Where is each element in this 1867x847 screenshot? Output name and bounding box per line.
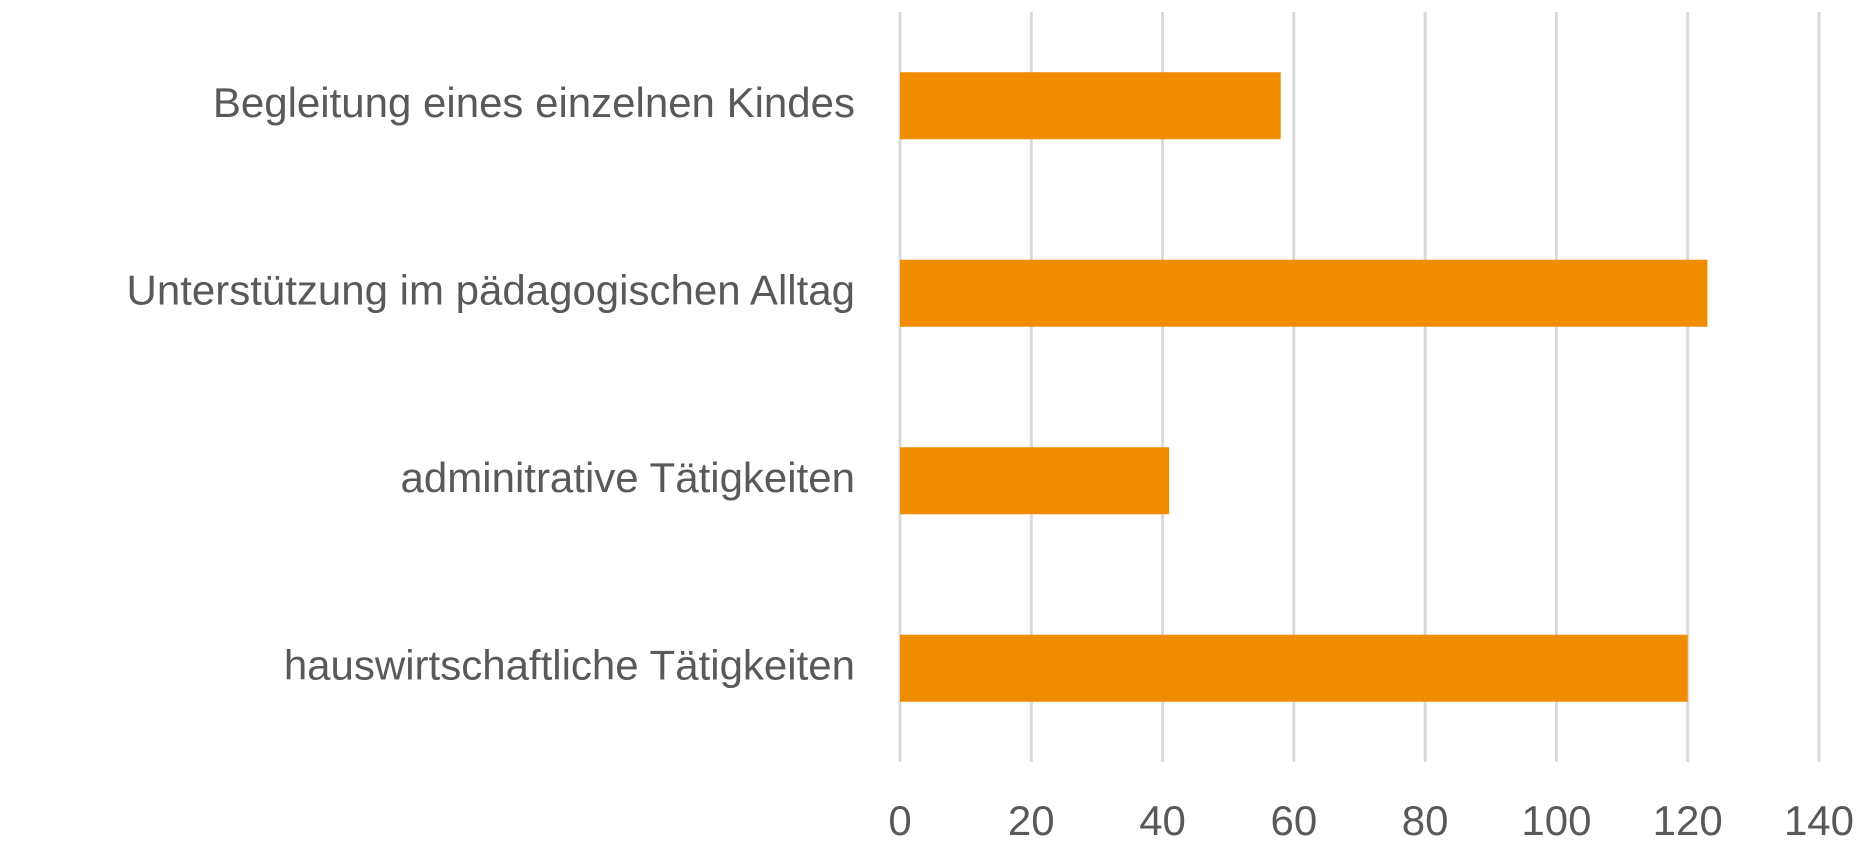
bar bbox=[900, 447, 1170, 515]
y-tick-label: Begleitung eines einzelnen Kindes bbox=[213, 79, 855, 126]
bar bbox=[900, 634, 1688, 702]
y-tick-label: Unterstützung im pädagogischen Alltag bbox=[127, 266, 855, 313]
bar bbox=[900, 259, 1708, 327]
x-tick-label: 120 bbox=[1653, 797, 1723, 844]
bar bbox=[900, 72, 1281, 140]
x-tick-label: 140 bbox=[1784, 797, 1854, 844]
x-tick-label: 40 bbox=[1139, 797, 1186, 844]
y-tick-label: hauswirtschaftliche Tätigkeiten bbox=[284, 641, 855, 688]
x-tick-label: 80 bbox=[1402, 797, 1449, 844]
x-tick-label: 100 bbox=[1521, 797, 1591, 844]
y-tick-label: adminitrative Tätigkeiten bbox=[401, 454, 855, 501]
x-tick-label: 60 bbox=[1270, 797, 1317, 844]
x-tick-label: 0 bbox=[888, 797, 911, 844]
x-tick-label: 20 bbox=[1008, 797, 1055, 844]
